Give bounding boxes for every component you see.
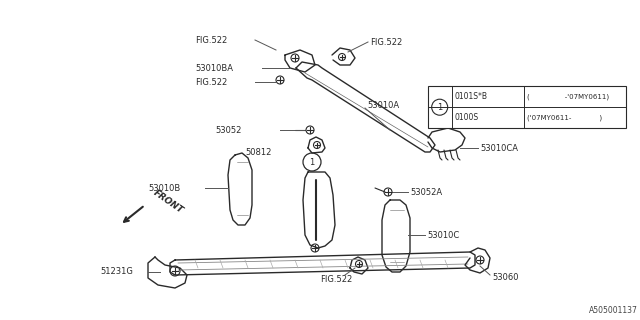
Text: 1: 1 (437, 103, 442, 112)
Text: FRONT: FRONT (152, 188, 185, 215)
Text: 53060: 53060 (492, 274, 518, 283)
Text: 53010A: 53010A (367, 100, 399, 109)
Text: 53010CA: 53010CA (480, 143, 518, 153)
Text: FIG.522: FIG.522 (195, 77, 227, 86)
Text: 0100S: 0100S (455, 113, 479, 122)
Text: 53010C: 53010C (427, 230, 460, 239)
Text: 53052: 53052 (215, 125, 241, 134)
Text: 51231G: 51231G (100, 268, 133, 276)
Text: (     -'07MY0611): ( -'07MY0611) (527, 93, 609, 100)
Text: FIG.522: FIG.522 (320, 276, 352, 284)
Text: 0101S*B: 0101S*B (455, 92, 488, 101)
Bar (428, 86, 626, 128)
Text: A505001137: A505001137 (589, 306, 638, 315)
Text: FIG.522: FIG.522 (370, 37, 403, 46)
Text: FIG.522: FIG.522 (195, 36, 227, 44)
Text: 53052A: 53052A (410, 188, 442, 196)
Text: 53010B: 53010B (148, 183, 180, 193)
Text: 50812: 50812 (246, 148, 272, 156)
Text: 53010BA: 53010BA (195, 63, 233, 73)
Text: 1: 1 (309, 157, 315, 166)
Text: ('07MY0611-    ): ('07MY0611- ) (527, 114, 602, 121)
